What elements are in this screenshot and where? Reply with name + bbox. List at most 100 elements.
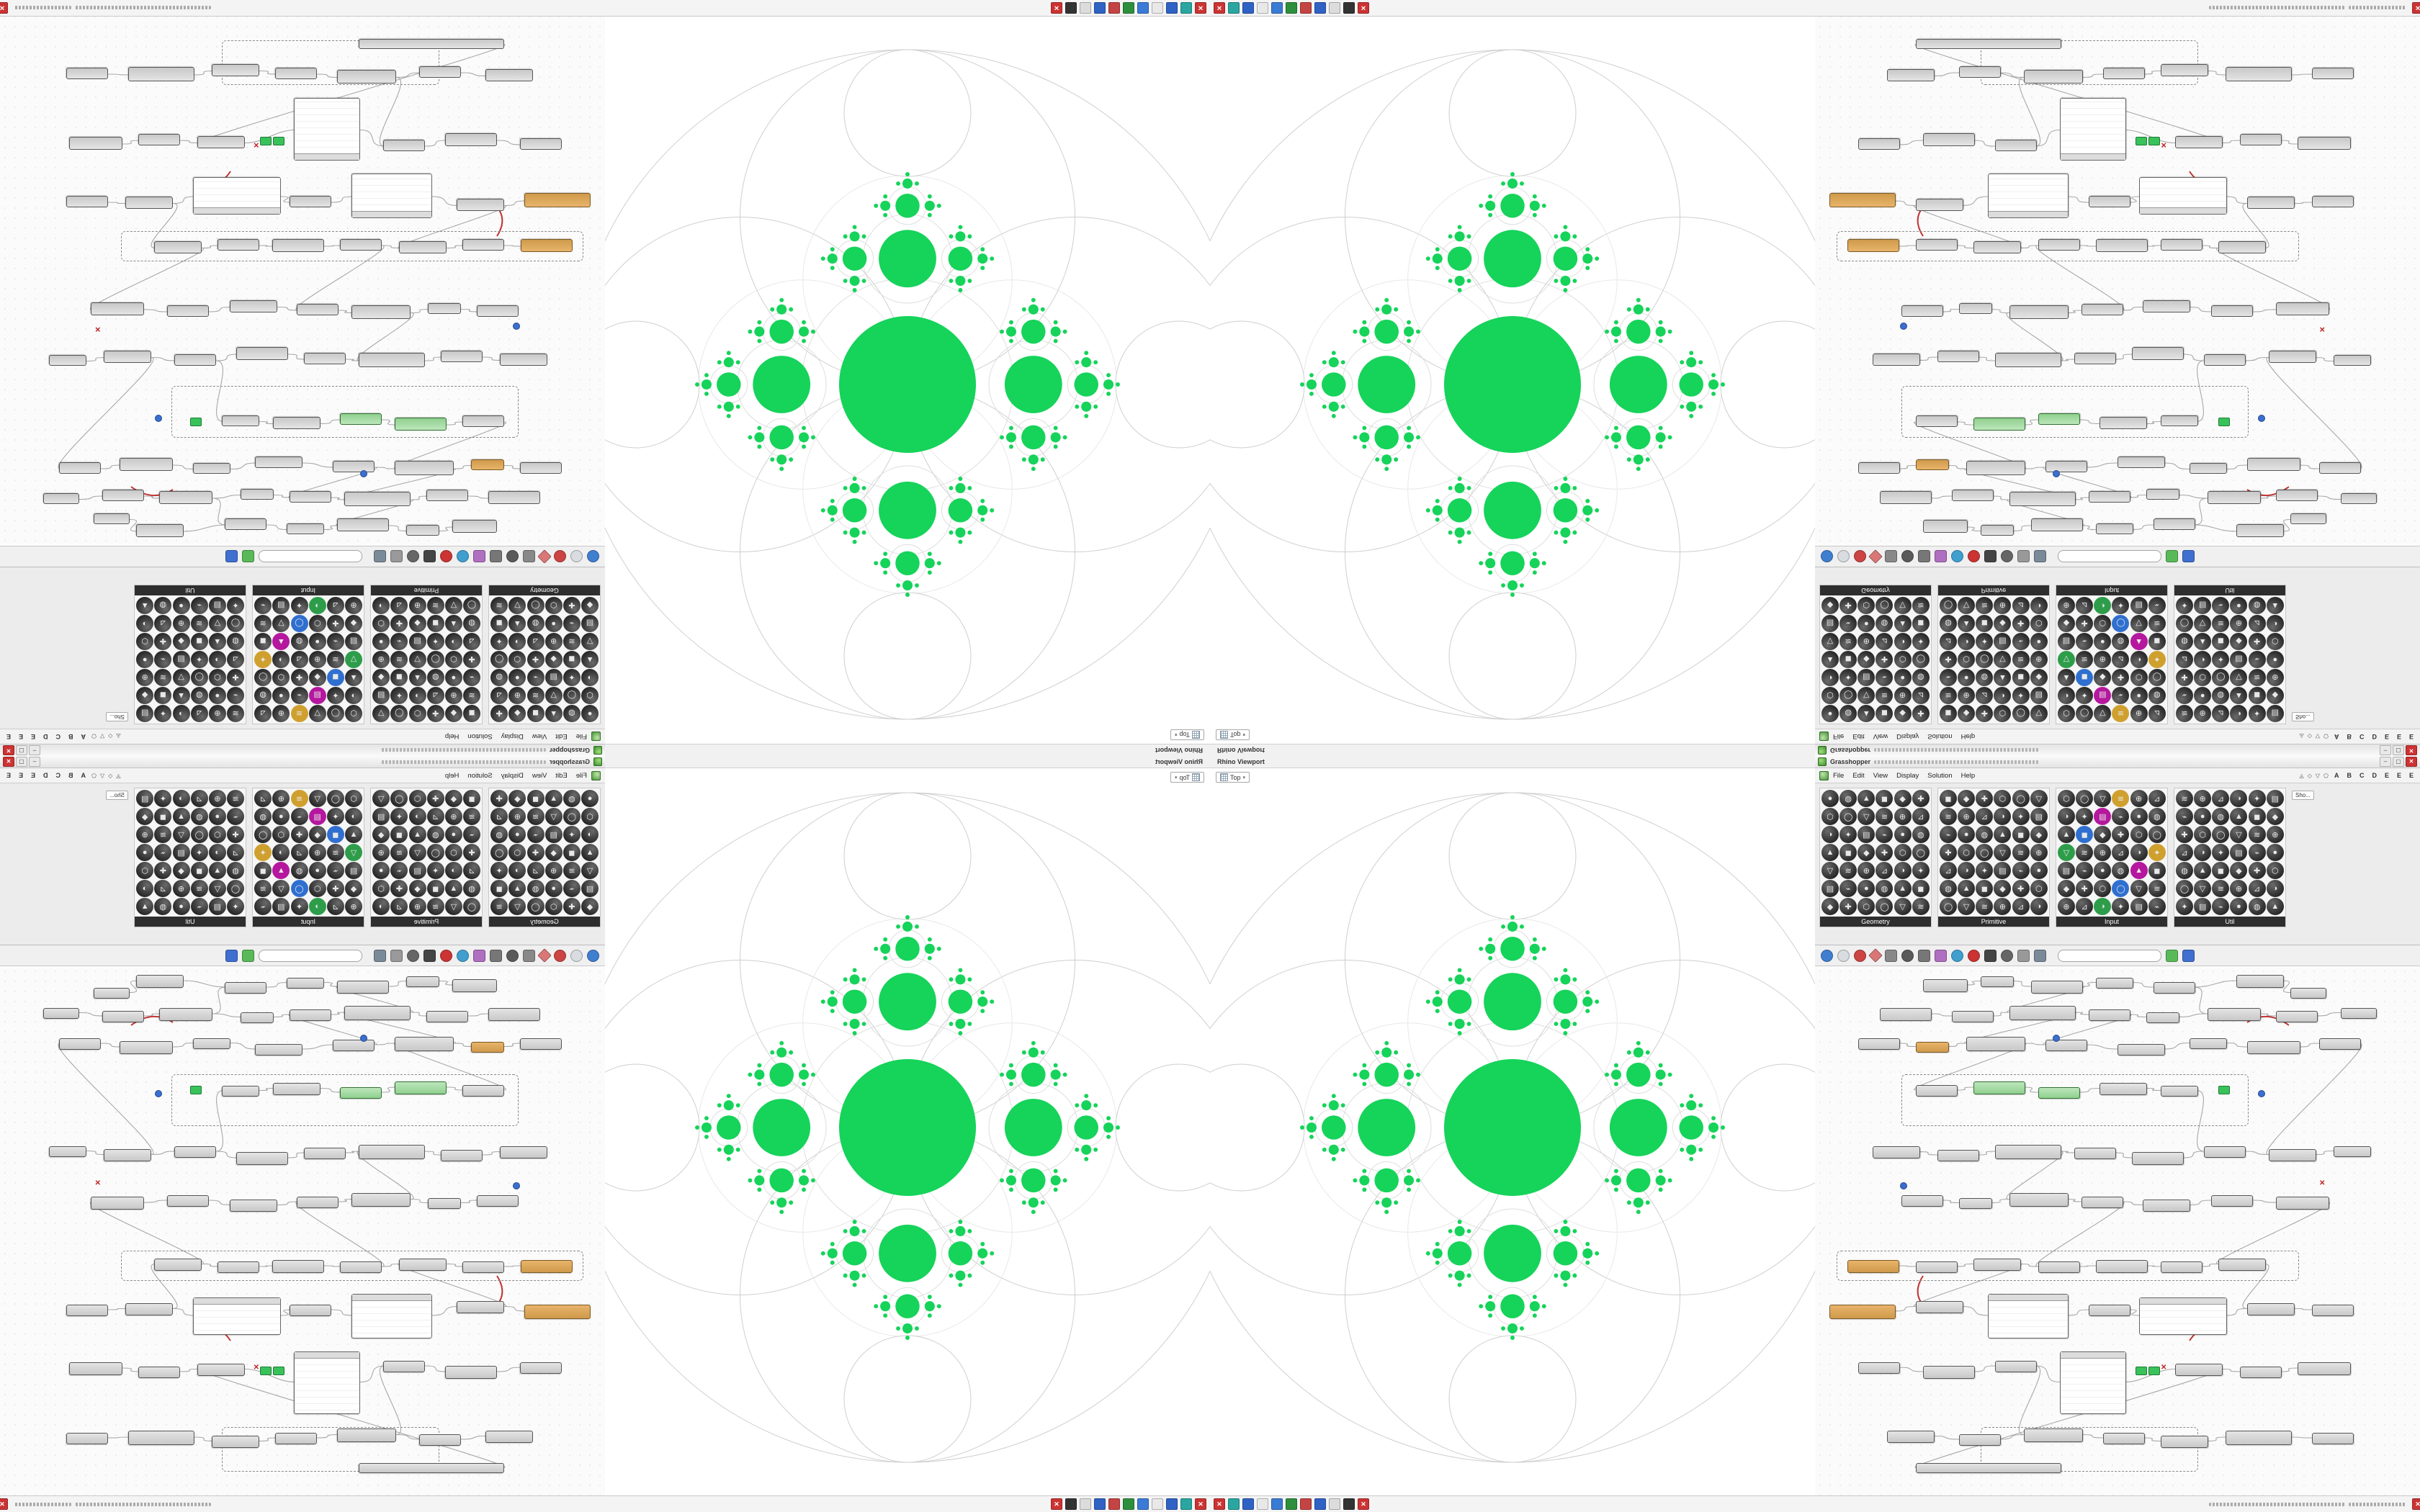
gh-node[interactable] — [2211, 1195, 2253, 1207]
app-icon-white[interactable] — [1152, 2, 1163, 14]
component-icon[interactable]: ⬡ — [508, 651, 526, 668]
maximize-button[interactable]: ▢ — [2393, 745, 2404, 755]
component-icon[interactable]: ⌁ — [1839, 615, 1857, 632]
component-icon[interactable]: ≋ — [2148, 880, 2166, 897]
component-icon[interactable]: ◑ — [444, 862, 462, 879]
component-icon[interactable]: ◼ — [1912, 615, 1930, 632]
component-icon[interactable]: ◯ — [1912, 844, 1930, 861]
pie-icon[interactable] — [1837, 550, 1850, 563]
component-icon[interactable]: ⌁ — [2248, 651, 2266, 668]
component-icon[interactable]: ≋ — [563, 633, 581, 650]
gh-node[interactable] — [1916, 1261, 1958, 1273]
gh-node[interactable] — [2269, 1149, 2316, 1161]
sphere-icon[interactable] — [1821, 550, 1833, 563]
component-icon[interactable]: ⊕ — [2030, 844, 2048, 861]
eye-icon[interactable] — [1901, 550, 1914, 563]
component-icon[interactable]: ▲ — [544, 705, 563, 722]
component-icon[interactable]: ⬡ — [1958, 844, 1976, 861]
component-icon[interactable]: ✦ — [2112, 597, 2130, 614]
component-icon[interactable]: ⬡ — [1894, 651, 1912, 668]
gem-icon[interactable] — [537, 549, 552, 564]
tab-icon-3[interactable]: ⬠ — [2323, 733, 2329, 740]
component-icon[interactable]: ⊿ — [154, 615, 172, 632]
canvas-search-input[interactable] — [259, 949, 362, 962]
tab-icon-2[interactable]: ▽ — [100, 772, 105, 779]
gh-node[interactable] — [120, 458, 173, 471]
component-icon[interactable]: ✚ — [526, 651, 544, 668]
component-icon[interactable]: ✚ — [2076, 880, 2094, 897]
component-icon[interactable]: ◍ — [1940, 880, 1957, 897]
component-icon[interactable]: ◼ — [2076, 669, 2094, 686]
component-icon[interactable]: ◑ — [2058, 687, 2075, 704]
minimize-button[interactable]: – — [29, 745, 40, 755]
component-icon[interactable]: ⌁ — [526, 669, 544, 686]
component-icon[interactable]: ⌁ — [563, 880, 581, 897]
component-icon[interactable]: ≋ — [1976, 597, 1994, 614]
component-icon[interactable]: ⊕ — [2030, 651, 2048, 668]
component-icon[interactable]: ⌁ — [254, 898, 272, 915]
maximize-button[interactable]: ▢ — [2393, 757, 2404, 767]
percent-icon[interactable] — [523, 949, 535, 962]
component-icon[interactable]: ● — [2094, 862, 2112, 879]
gh-node[interactable] — [457, 199, 504, 211]
gh-node[interactable] — [2096, 523, 2133, 534]
target-icon[interactable] — [1968, 550, 1980, 563]
gh-node[interactable] — [102, 1011, 144, 1022]
component-icon[interactable]: ● — [272, 687, 290, 704]
component-icon[interactable]: ◍ — [563, 705, 581, 722]
component-icon[interactable]: ▽ — [308, 705, 326, 722]
menu-item-display[interactable]: Display — [1896, 771, 1919, 780]
component-icon[interactable]: ⊕ — [308, 651, 326, 668]
gh-node[interactable] — [154, 241, 202, 253]
component-icon[interactable]: ⬡ — [1994, 705, 2012, 722]
gh-node[interactable] — [193, 1297, 281, 1335]
gh-node[interactable] — [272, 239, 324, 252]
component-icon[interactable]: ▽ — [408, 844, 426, 861]
component-icon[interactable]: ✚ — [154, 633, 172, 650]
gh-node[interactable] — [275, 68, 317, 79]
target-icon[interactable] — [440, 949, 452, 962]
app-icon-blue-2[interactable] — [1271, 2, 1283, 14]
gh-node[interactable] — [445, 133, 497, 146]
gh-node[interactable] — [167, 1195, 209, 1207]
component-icon[interactable]: ⊕ — [2130, 705, 2148, 722]
tab-c-2[interactable]: C — [55, 733, 61, 740]
component-icon[interactable]: ◯ — [463, 597, 480, 614]
gh-node[interactable] — [1829, 193, 1896, 207]
scissors-icon[interactable] — [1918, 949, 1930, 962]
component-icon[interactable]: ▽ — [2130, 615, 2148, 632]
component-icon[interactable]: ▽ — [508, 898, 526, 915]
tab-d-3[interactable]: D — [2372, 772, 2377, 779]
gh-node[interactable] — [1973, 418, 2025, 431]
gh-node[interactable] — [2009, 1006, 2076, 1020]
component-icon[interactable]: ⊿ — [2148, 790, 2166, 807]
component-icon[interactable]: ◯ — [426, 844, 444, 861]
gh-node[interactable] — [406, 525, 439, 536]
tab-a-0[interactable]: A — [2334, 733, 2339, 740]
component-icon[interactable]: ✦ — [2076, 687, 2094, 704]
gh-node[interactable] — [2081, 304, 2123, 315]
component-icon[interactable]: ⊕ — [2094, 844, 2112, 861]
grid-icon[interactable] — [2182, 949, 2195, 962]
gh-node[interactable] — [488, 491, 540, 504]
component-icon[interactable]: ✚ — [326, 880, 344, 897]
component-icon[interactable]: ▤ — [172, 651, 190, 668]
component-icon[interactable]: ⊿ — [2212, 790, 2230, 807]
component-icon[interactable]: ⬡ — [408, 790, 426, 807]
tab-e-6[interactable]: E — [2408, 733, 2414, 740]
error-icon[interactable]: ✕ — [94, 1179, 101, 1187]
component-icon[interactable]: ⌁ — [463, 826, 480, 843]
gh-node[interactable] — [297, 304, 339, 315]
component-icon[interactable]: ◑ — [2130, 844, 2148, 861]
component-icon[interactable]: ◆ — [308, 826, 326, 843]
gh-node[interactable] — [125, 197, 173, 209]
component-icon[interactable]: ◆ — [544, 651, 563, 668]
component-icon[interactable]: ◍ — [490, 826, 508, 843]
component-icon[interactable]: ▽ — [2058, 844, 2075, 861]
component-icon[interactable]: ≋ — [390, 844, 408, 861]
gh-node[interactable] — [452, 520, 497, 533]
component-icon[interactable]: ◼ — [2012, 826, 2030, 843]
component-icon[interactable]: ▽ — [544, 808, 563, 825]
component-icon[interactable]: ⊕ — [444, 687, 462, 704]
gh-node[interactable] — [102, 490, 144, 501]
